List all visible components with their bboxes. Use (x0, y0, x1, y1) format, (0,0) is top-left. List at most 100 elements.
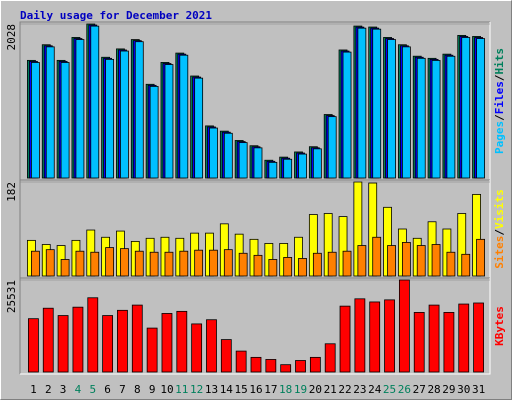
bar (149, 251, 159, 277)
bar (90, 25, 100, 179)
x-tick-label: 3 (60, 383, 67, 396)
bar (476, 38, 485, 179)
bar (57, 315, 69, 373)
bar (416, 57, 426, 179)
legend: KBytes (493, 306, 506, 346)
bar (327, 116, 337, 179)
x-tick-label: 14 (220, 383, 234, 396)
bar (220, 339, 232, 373)
bar (312, 252, 322, 277)
bar (72, 306, 84, 373)
x-tick-label: 23 (353, 383, 366, 396)
legend: Pages/Files/Hits (493, 48, 506, 154)
bar (387, 245, 396, 277)
bar (209, 249, 218, 277)
bar (354, 298, 366, 373)
bar (117, 309, 128, 373)
legend-separator: / (493, 74, 506, 81)
bar (458, 303, 470, 373)
x-tick-label: 19 (294, 383, 307, 396)
legend-entry: Visits (493, 189, 506, 229)
bar (42, 307, 54, 373)
bar (431, 60, 441, 179)
bar (209, 127, 218, 179)
bar (342, 51, 352, 179)
bar (223, 132, 233, 179)
x-tick-label: 5 (89, 383, 96, 396)
bar (357, 245, 367, 277)
legend-entry: Files (493, 81, 506, 114)
bar (102, 315, 114, 373)
bar (194, 249, 204, 277)
bar (131, 304, 143, 373)
x-tick-label: 21 (324, 383, 337, 396)
x-tick-label: 1 (30, 383, 37, 396)
bar (149, 86, 159, 179)
bar (283, 257, 293, 277)
bar (268, 161, 278, 179)
bar (473, 302, 484, 373)
bar (45, 46, 55, 179)
bar (413, 312, 425, 373)
bar (75, 250, 85, 277)
bar (120, 50, 129, 179)
bar (31, 62, 40, 179)
bar (75, 39, 85, 179)
bar (342, 250, 352, 277)
x-tick-label: 15 (235, 383, 248, 396)
bar (31, 250, 40, 277)
bar (265, 359, 277, 373)
bar (176, 310, 188, 373)
x-tick-label: 6 (104, 383, 111, 396)
bar (120, 248, 129, 277)
x-tick-label: 17 (264, 383, 277, 396)
bar (161, 313, 173, 373)
bar (298, 153, 307, 179)
bar (90, 251, 100, 277)
y-tick-label: 25531 (5, 280, 18, 313)
x-tick-label: 24 (368, 383, 382, 396)
x-tick-label: 26 (398, 383, 411, 396)
x-tick-label: 13 (205, 383, 218, 396)
bar (372, 236, 382, 277)
bar (401, 242, 411, 277)
bar (387, 39, 396, 179)
x-tick-label: 7 (119, 383, 126, 396)
x-tick-label: 27 (413, 383, 426, 396)
bar (431, 244, 441, 277)
bar (283, 158, 293, 179)
x-tick-label: 11 (175, 383, 188, 396)
bar (253, 147, 263, 179)
legend-separator: / (493, 114, 506, 121)
bar (105, 247, 115, 277)
bar (268, 259, 278, 277)
x-tick-label: 30 (457, 383, 470, 396)
bar (416, 245, 426, 277)
bar (428, 304, 440, 373)
x-tick-label: 10 (160, 383, 173, 396)
bar (312, 148, 322, 179)
bar (443, 312, 455, 373)
x-tick-label: 20 (309, 383, 322, 396)
bar (191, 323, 203, 373)
bar (372, 28, 382, 179)
x-tick-label: 12 (190, 383, 203, 396)
bar (60, 62, 70, 179)
bar (309, 356, 321, 373)
bar (446, 251, 456, 277)
x-tick-label: 16 (249, 383, 262, 396)
bar (179, 54, 189, 179)
bar (179, 250, 189, 277)
bar (324, 343, 336, 373)
bar (384, 299, 395, 373)
bar (134, 41, 144, 179)
legend: Sites/Visits (493, 189, 506, 269)
bar (223, 249, 233, 277)
x-tick-label: 4 (75, 383, 82, 396)
bar (238, 252, 248, 277)
panel-bevel (20, 278, 491, 375)
bar (164, 251, 174, 277)
bar (461, 253, 471, 277)
